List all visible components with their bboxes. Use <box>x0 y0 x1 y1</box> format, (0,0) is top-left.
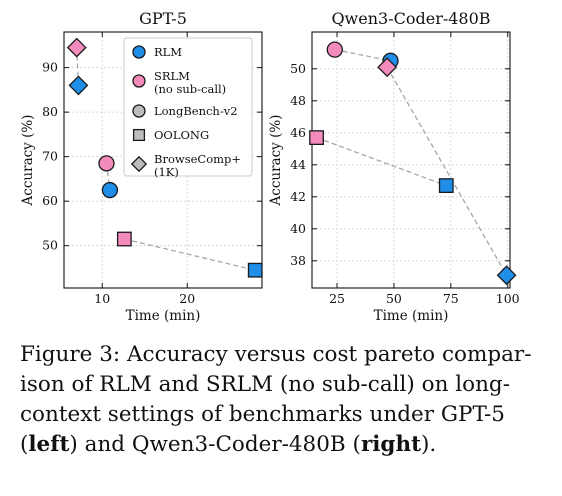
axes-frame <box>311 31 511 289</box>
x-tick-label: 100 <box>496 291 520 306</box>
x-axis-label: Time (min) <box>374 308 449 324</box>
legend: RLM SRLM(no sub-call) LongBench-v2 OOLONG Br… <box>123 37 253 179</box>
data-point-rlm-oolong <box>247 262 263 278</box>
y-tick-label: 48 <box>290 93 306 108</box>
caption-text: ). <box>421 432 437 457</box>
y-tick-label: 42 <box>290 189 306 204</box>
chart-panel-left: 10 20 50 60 70 80 90 GPT-5 Time (min) Accuracy (%… <box>20 9 263 324</box>
caption-line: (left) and Qwen3-Coder-480B (right). <box>20 430 550 460</box>
caption-line: ison of RLM and SRLM (no sub-call) on lo… <box>20 372 510 397</box>
caption-bold-left: left <box>28 432 70 457</box>
chart-title: Qwen3-Coder-480B <box>331 9 490 28</box>
connector-line <box>76 47 80 86</box>
x-axis-label: Time (min) <box>126 308 201 324</box>
legend-label: LongBench-v2 <box>154 104 238 118</box>
y-axis-label: Accuracy (%) <box>268 115 284 207</box>
legend-marker-oolong <box>132 128 146 142</box>
data-point-rlm-browsecomp- <box>68 75 89 96</box>
data-point-srlm-longbench-v2 <box>98 155 115 172</box>
data-point-rlm-browsecomp- <box>496 265 517 286</box>
y-tick-label: 90 <box>42 60 58 75</box>
caption-line: Figure 3: Accuracy versus cost pareto co… <box>20 342 532 367</box>
legend-label-sub: (1K) <box>154 165 179 179</box>
y-tick-label: 50 <box>42 238 58 253</box>
chart-panel-right: 25 50 75 100 38 40 42 44 46 48 50 Qwen3-Coder-480B T… <box>268 9 520 324</box>
legend-marker-browsecomp- <box>130 155 148 173</box>
data-point-srlm-oolong <box>116 231 132 247</box>
data-point-srlm-longbench-v2 <box>326 41 343 58</box>
x-tick-label: 50 <box>386 291 402 306</box>
x-tick-label: 75 <box>443 291 459 306</box>
y-axis-label: Accuracy (%) <box>20 115 36 207</box>
connector-line <box>316 136 447 187</box>
legend-label: RLM <box>154 45 182 59</box>
y-tick-label: 44 <box>290 157 306 172</box>
y-tick-label: 46 <box>290 125 306 140</box>
caption-text: ) and Qwen3-Coder-480B ( <box>69 432 361 457</box>
data-point-rlm-oolong <box>438 178 454 194</box>
legend-marker-rlm <box>132 45 146 59</box>
y-tick-label: 50 <box>290 61 306 76</box>
x-tick-label: 10 <box>94 291 110 306</box>
connector-line <box>334 48 391 62</box>
chart-title: GPT-5 <box>139 9 187 28</box>
data-point-srlm-oolong <box>309 130 324 146</box>
legend-label: BrowseComp+ <box>154 152 241 166</box>
x-tick-label: 25 <box>329 291 345 306</box>
y-tick-label: 80 <box>42 104 58 119</box>
connector-line <box>124 238 256 271</box>
figure-caption: Figure 3: Accuracy versus cost pareto co… <box>20 340 550 460</box>
legend-label: SRLM <box>154 69 190 83</box>
y-tick-label: 70 <box>42 149 58 164</box>
data-point-srlm-browsecomp- <box>377 57 398 78</box>
axes-frame <box>63 31 263 289</box>
caption-bold-right: right <box>360 432 422 457</box>
y-tick-label: 60 <box>42 193 58 208</box>
legend-marker-srlm <box>132 74 146 88</box>
legend-marker-longbench-v2 <box>132 104 146 118</box>
legend-label-sub: (no sub-call) <box>154 82 226 96</box>
data-point-srlm-browsecomp- <box>66 37 87 58</box>
x-tick-label: 20 <box>179 291 195 306</box>
connector-line <box>386 66 508 276</box>
y-tick-label: 38 <box>290 253 306 268</box>
caption-line: context settings of benchmarks under GPT… <box>20 402 505 427</box>
legend-box <box>123 37 253 177</box>
caption-text: ( <box>20 432 29 457</box>
data-point-rlm-longbench-v2 <box>101 181 119 199</box>
y-tick-label: 40 <box>290 221 306 236</box>
legend-label: OOLONG <box>154 128 209 142</box>
